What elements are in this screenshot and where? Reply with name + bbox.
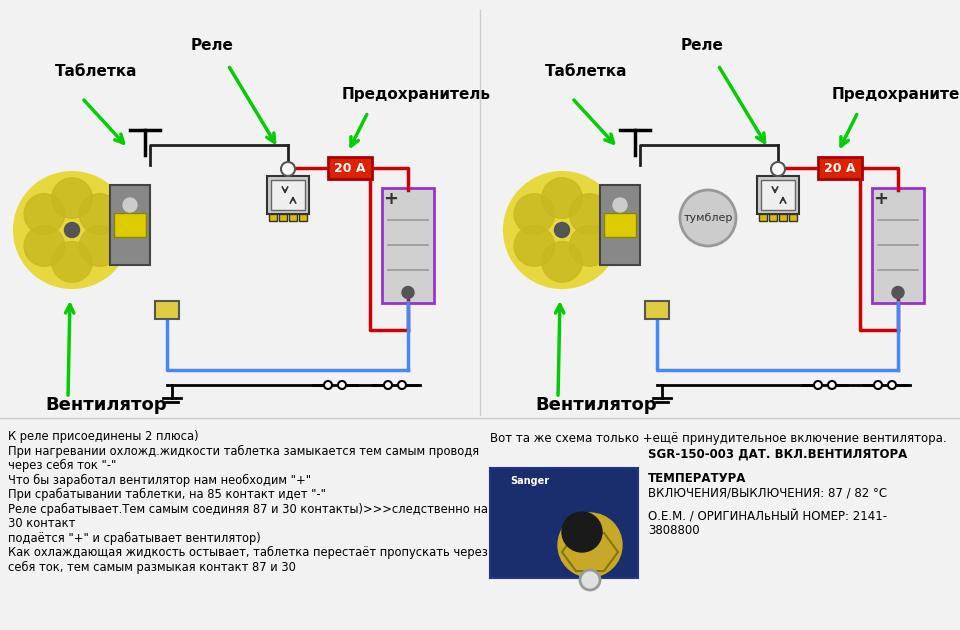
Bar [645,301,669,319]
Circle shape [771,162,785,176]
Text: Что бы заработал вентилятор нам необходим "+": Что бы заработал вентилятор нам необходи… [8,474,311,486]
Circle shape [874,381,882,389]
Circle shape [541,241,583,282]
Text: Реле срабатывает.Тем самым соединяя 87 и 30 контакты)>>>следственно на: Реле срабатывает.Тем самым соединяя 87 и… [8,503,488,515]
Bar [299,214,307,221]
Text: ВКЛЮЧЕНИЯ/ВЫКЛЮЧЕНИЯ: 87 / 82 °C: ВКЛЮЧЕНИЯ/ВЫКЛЮЧЕНИЯ: 87 / 82 °C [648,486,887,499]
Bar [155,301,179,319]
Circle shape [613,198,627,212]
Circle shape [384,381,392,389]
Bar [757,176,799,214]
Bar [328,157,372,179]
Bar [490,468,638,578]
Bar [269,214,277,221]
Text: тумблер: тумблер [684,213,732,223]
Circle shape [24,226,64,266]
Text: +: + [383,190,398,209]
Circle shape [888,381,896,389]
Bar [769,214,777,221]
Bar [267,176,309,214]
Bar [872,188,924,302]
Text: Вентилятор: Вентилятор [535,396,657,414]
Circle shape [123,198,137,212]
Text: При нагревании охложд.жидкости таблетка замыкается тем самым проводя: При нагревании охложд.жидкости таблетка … [8,445,479,457]
Text: 3808800: 3808800 [648,524,700,537]
Text: 20 А: 20 А [334,161,366,175]
Text: Предохранитель: Предохранитель [342,88,491,103]
Bar [789,214,797,221]
Bar [779,214,787,221]
Circle shape [504,172,620,288]
Text: Sanger: Sanger [510,476,549,486]
Circle shape [541,178,583,219]
Text: Реле: Реле [191,38,233,52]
Circle shape [514,194,555,234]
Circle shape [80,194,120,234]
Text: Как охлаждающая жидкость остывает, таблетка перестаёт пропускать через: Как охлаждающая жидкость остывает, табле… [8,546,488,559]
Circle shape [324,381,332,389]
Text: 20 А: 20 А [825,161,855,175]
Circle shape [514,226,555,266]
Bar [114,213,146,237]
Circle shape [52,178,92,219]
Text: SGR-150-003 ДАТ. ВКЛ.ВЕНТИЛЯТОРА: SGR-150-003 ДАТ. ВКЛ.ВЕНТИЛЯТОРА [648,448,907,461]
Text: 30 контакт: 30 контакт [8,517,76,530]
Text: подаётся "+" и срабатывает вентилятор): подаётся "+" и срабатывает вентилятор) [8,532,261,544]
Text: Реле: Реле [681,38,724,52]
Text: ТЕМПЕРАТУРА: ТЕМПЕРАТУРА [648,472,746,485]
Bar [279,214,287,221]
Bar [600,185,640,265]
Text: Вот та же схема только +ещё принудительное включение вентилятора.: Вот та же схема только +ещё принудительн… [490,432,947,445]
Circle shape [398,381,406,389]
Text: +: + [874,190,889,209]
Polygon shape [562,533,618,571]
Circle shape [24,194,64,234]
Bar [818,157,862,179]
Circle shape [402,287,414,299]
Circle shape [562,512,602,552]
Circle shape [569,194,610,234]
Text: О.Е.М. / ОРИГИНАЛьНЫЙ НОМЕР: 2141-: О.Е.М. / ОРИГИНАЛьНЫЙ НОМЕР: 2141- [648,510,887,523]
Text: К реле присоединены 2 плюса): К реле присоединены 2 плюса) [8,430,199,443]
Circle shape [558,513,622,577]
Circle shape [52,241,92,282]
Circle shape [14,172,130,288]
Bar [110,185,150,265]
Bar [604,213,636,237]
Bar [271,180,305,210]
Bar [382,188,434,302]
Circle shape [892,287,904,299]
Text: Таблетка: Таблетка [55,64,137,79]
Text: себя ток, тем самым размыкая контакт 87 и 30: себя ток, тем самым размыкая контакт 87 … [8,561,296,573]
Circle shape [281,162,295,176]
Circle shape [828,381,836,389]
Bar [759,214,767,221]
Text: Предохранитель: Предохранитель [832,88,960,103]
Circle shape [569,226,610,266]
Text: Вентилятор: Вентилятор [45,396,167,414]
Circle shape [64,222,80,238]
Text: Таблетка: Таблетка [545,64,628,79]
Circle shape [80,226,120,266]
Circle shape [680,190,736,246]
Bar [289,214,297,221]
Circle shape [338,381,346,389]
Circle shape [580,570,600,590]
Bar [761,180,795,210]
Text: через себя ток "-": через себя ток "-" [8,459,116,472]
Text: При срабатывании таблетки, на 85 контакт идет "-": При срабатывании таблетки, на 85 контакт… [8,488,326,501]
Circle shape [555,222,569,238]
Circle shape [814,381,822,389]
